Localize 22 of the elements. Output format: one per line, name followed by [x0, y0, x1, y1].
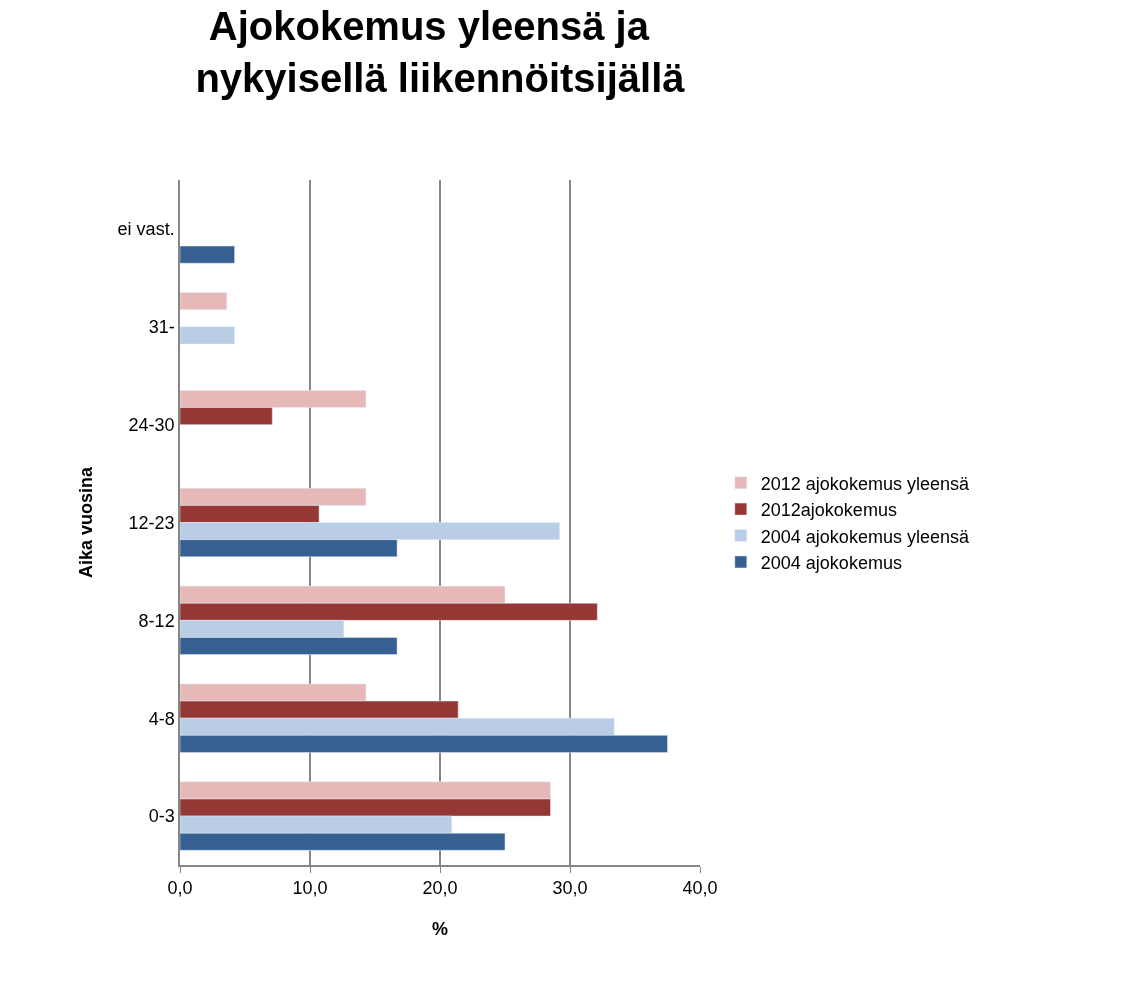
legend-label: 2004 ajokokemus: [760, 552, 902, 573]
bar: [180, 292, 228, 310]
y-tick-label: 31-: [148, 317, 175, 338]
y-tick-label: ei vast.: [117, 219, 175, 240]
legend-label: 2012ajokokemus: [760, 500, 897, 521]
legend-label: 2004 ajokokemus yleensä: [760, 526, 970, 547]
x-axis-title: %: [431, 918, 449, 939]
chart-title: Ajokokemus yleensä ja nykyisellä liikennöitsijällä: [195, 3, 686, 100]
y-tick-label: 4-8: [148, 708, 175, 729]
y-axis-title: Aika vuosina: [76, 465, 97, 579]
x-tick-label: 30,0: [552, 878, 588, 899]
y-tick-label: 0-3: [148, 806, 175, 827]
legend-label: 2012 ajokokemus yleensä: [760, 473, 970, 494]
y-tick-label: 24-30: [128, 414, 175, 435]
x-tick-label: 20,0: [422, 878, 458, 899]
x-tick-label: 40,0: [682, 878, 718, 899]
x-tick-label: 0,0: [167, 878, 193, 899]
y-tick-label: 12-23: [128, 512, 175, 533]
bar: [180, 245, 235, 264]
y-tick-label: 8-12: [138, 610, 175, 631]
bar: [180, 326, 235, 345]
x-tick-label: 10,0: [292, 878, 328, 899]
